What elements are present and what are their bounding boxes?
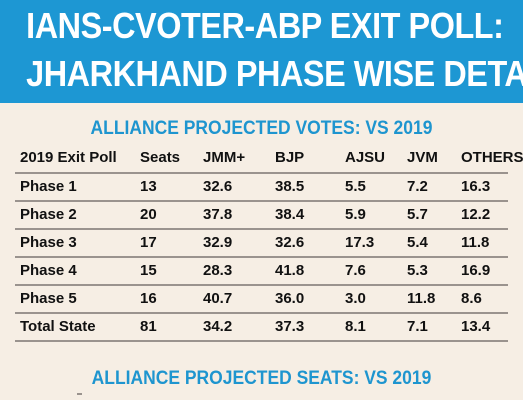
table-row: Total State 81 34.2 37.3 8.1 7.1 13.4 [15, 314, 508, 342]
table-cell: 36.0 [275, 290, 305, 307]
votes-section-title: ALLIANCE PROJECTED VOTES: VS 2019 [90, 118, 433, 139]
table-cell: 5.4 [407, 234, 428, 251]
table-cell: 5.9 [345, 206, 366, 223]
table-cell: 7.6 [345, 262, 366, 279]
column-header: JMM+ [203, 149, 246, 166]
table-row: Phase 2 20 37.8 38.4 5.9 5.7 12.2 [15, 202, 508, 230]
table-cell: 20 [140, 206, 157, 223]
row-label: Total State [20, 318, 96, 335]
table-cell: 17 [140, 234, 157, 251]
table-rule-fragment [77, 393, 82, 395]
table-cell: 7.2 [407, 178, 428, 195]
table-cell: 81 [140, 318, 157, 335]
table-header-row: 2019 Exit Poll Seats JMM+ BJP AJSU JVM O… [15, 144, 523, 172]
table-cell: 8.1 [345, 318, 366, 335]
table-row: Phase 5 16 40.7 36.0 3.0 11.8 8.6 [15, 286, 508, 314]
table-cell: 37.3 [275, 318, 305, 335]
table-cell: 16.3 [461, 178, 491, 195]
column-header: JVM [407, 149, 438, 166]
table-row: Phase 1 13 32.6 38.5 5.5 7.2 16.3 [15, 172, 508, 202]
table-cell: 16 [140, 290, 157, 307]
table-cell: 3.0 [345, 290, 366, 307]
table-cell: 5.3 [407, 262, 428, 279]
table-row: Phase 4 15 28.3 41.8 7.6 5.3 16.9 [15, 258, 508, 286]
table-cell: 32.9 [203, 234, 233, 251]
table-cell: 40.7 [203, 290, 233, 307]
table-cell: 7.1 [407, 318, 428, 335]
row-label: Phase 3 [20, 234, 77, 251]
headline-line-2: JHARKHAND PHASE WISE DETAILS [26, 53, 523, 94]
column-header: Seats [140, 149, 181, 166]
row-label: Phase 5 [20, 290, 77, 307]
table-cell: 13 [140, 178, 157, 195]
table-cell: 5.5 [345, 178, 366, 195]
table-cell: 38.4 [275, 206, 305, 223]
seats-section-title: ALLIANCE PROJECTED SEATS: VS 2019 [91, 368, 432, 389]
row-label: Phase 2 [20, 206, 77, 223]
headline-line-1: IANS-CVOTER-ABP EXIT POLL: [26, 5, 504, 46]
table-cell: 41.8 [275, 262, 305, 279]
table-cell: 16.9 [461, 262, 491, 279]
table-cell: 12.2 [461, 206, 491, 223]
table-cell: 34.2 [203, 318, 233, 335]
table-cell: 5.7 [407, 206, 428, 223]
table-cell: 8.6 [461, 290, 482, 307]
column-header: BJP [275, 149, 305, 166]
column-header: 2019 Exit Poll [20, 149, 117, 166]
table-cell: 13.4 [461, 318, 491, 335]
column-header: AJSU [345, 149, 386, 166]
table-cell: 37.8 [203, 206, 233, 223]
table-row: Phase 3 17 32.9 32.6 17.3 5.4 11.8 [15, 230, 508, 258]
table-cell: 11.8 [461, 234, 490, 251]
column-header: OTHERS [461, 149, 523, 166]
header-banner: IANS-CVOTER-ABP EXIT POLL: JHARKHAND PHA… [0, 0, 523, 103]
table-cell: 38.5 [275, 178, 305, 195]
row-label: Phase 4 [20, 262, 77, 279]
table-cell: 17.3 [345, 234, 375, 251]
row-label: Phase 1 [20, 178, 77, 195]
table-cell: 11.8 [407, 290, 436, 307]
table-cell: 28.3 [203, 262, 233, 279]
table-cell: 32.6 [275, 234, 305, 251]
table-cell: 32.6 [203, 178, 233, 195]
table-cell: 15 [140, 262, 157, 279]
